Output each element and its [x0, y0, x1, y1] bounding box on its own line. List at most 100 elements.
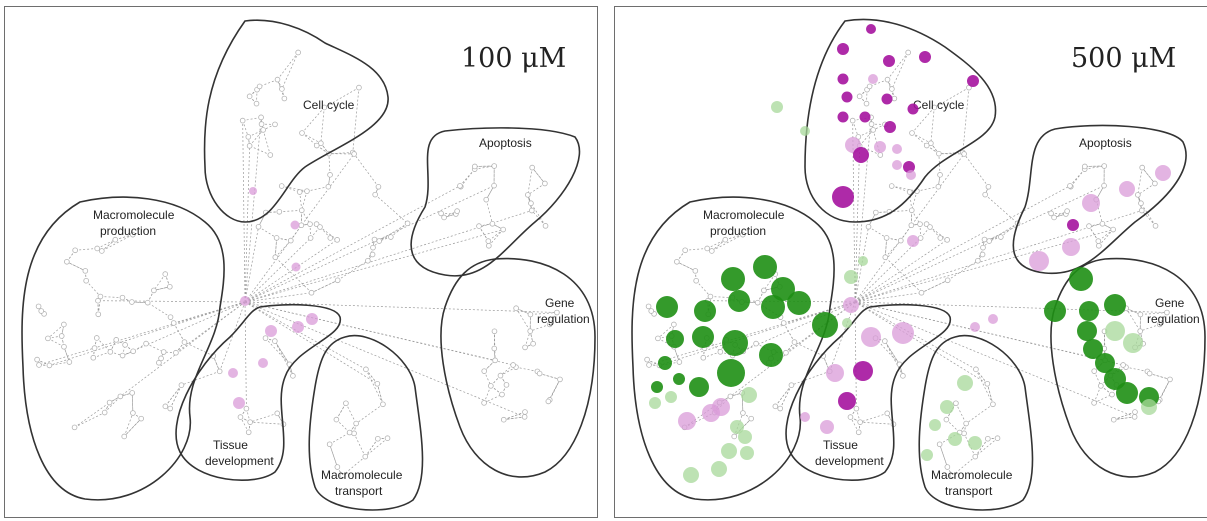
network-edge: [250, 412, 278, 423]
network-node: [1110, 226, 1116, 233]
network-node: [1139, 164, 1145, 171]
network-node: [935, 183, 942, 190]
network-node: [351, 151, 357, 157]
network-edge: [274, 237, 277, 258]
network-node: [83, 277, 89, 284]
network-edge: [930, 107, 935, 144]
network-edge: [850, 416, 860, 433]
network-edge: [169, 384, 182, 409]
network-node: [704, 245, 710, 252]
network-edge: [244, 292, 312, 303]
network-node: [853, 405, 860, 412]
network-edge: [244, 239, 338, 303]
network-edge: [938, 153, 941, 175]
network-node: [645, 303, 652, 310]
network-node: [953, 400, 959, 407]
network-node: [258, 121, 265, 127]
network-node: [973, 366, 979, 373]
network-edge: [887, 52, 909, 80]
network-node: [545, 398, 552, 405]
network-edge: [181, 370, 220, 386]
network-node: [918, 289, 925, 296]
enriched-term-node: [258, 358, 268, 368]
enriched-term-node: [1119, 181, 1135, 197]
network-edge: [911, 191, 918, 211]
network-edge: [365, 369, 384, 405]
cluster-label-macromolecule-production-2: production: [710, 224, 766, 238]
enriched-term-node: [228, 368, 238, 378]
network-node: [173, 349, 179, 356]
enriched-term-node: [988, 314, 998, 324]
network-node: [1048, 210, 1054, 217]
network-node: [644, 356, 650, 363]
network-edge: [74, 412, 105, 428]
enriched-term-node: [800, 126, 810, 136]
network-node: [1110, 416, 1117, 423]
network-node: [38, 308, 45, 314]
network-edge: [868, 226, 887, 239]
enriched-term-node: [874, 141, 886, 153]
enriched-term-node: [728, 290, 750, 312]
network-edge: [249, 145, 271, 156]
network-edge: [329, 444, 338, 468]
network-node: [1096, 242, 1102, 249]
enriched-term-node: [820, 420, 834, 434]
network-node: [307, 235, 314, 241]
network-node: [243, 405, 250, 412]
enriched-term-node: [907, 103, 919, 115]
network-node: [492, 357, 498, 364]
network-node: [334, 237, 340, 243]
network-node: [985, 435, 991, 442]
network-node: [272, 254, 279, 261]
network-node: [554, 309, 560, 316]
network-node: [646, 362, 652, 368]
network-node: [256, 83, 263, 90]
network-edge: [916, 186, 939, 192]
enriched-term-node: [692, 326, 714, 348]
enriched-term-node: [656, 296, 678, 318]
network-node: [58, 333, 65, 339]
network-node: [923, 221, 930, 227]
network-node: [339, 472, 346, 479]
network-node: [365, 257, 371, 264]
network-node: [61, 321, 67, 328]
region-macromolecule-transport: [308, 334, 424, 511]
network-edge: [131, 392, 134, 414]
network-node: [961, 430, 967, 437]
network-edge: [173, 301, 246, 324]
network-node: [936, 441, 943, 448]
network-node: [674, 258, 680, 265]
network-edge: [488, 229, 504, 242]
network-node: [273, 235, 280, 241]
network-node: [1091, 368, 1098, 374]
network-edge: [794, 341, 824, 357]
enriched-term-node: [837, 111, 849, 123]
network-edge: [337, 260, 369, 281]
network-node: [884, 410, 891, 417]
network-edge: [100, 296, 123, 298]
network-node: [500, 416, 507, 423]
network-node: [788, 382, 795, 388]
network-edge: [259, 79, 278, 87]
network-node: [1139, 207, 1145, 214]
network-node: [542, 223, 549, 229]
region-macromolecule-production: [631, 196, 835, 501]
network-edge: [244, 145, 250, 303]
network-node: [327, 235, 334, 241]
network-edge: [963, 153, 989, 188]
network-node: [1156, 321, 1163, 328]
enriched-term-node: [1029, 251, 1049, 271]
enriched-term-node: [1104, 294, 1126, 316]
network-edge: [500, 366, 517, 376]
network-edge: [374, 194, 408, 224]
network-node: [334, 464, 341, 470]
network-node: [129, 299, 135, 305]
network-node: [272, 338, 278, 344]
network-node: [472, 163, 478, 170]
network-edge: [685, 248, 708, 251]
network-node: [112, 236, 119, 243]
network-node: [982, 191, 988, 198]
network-node: [528, 200, 534, 206]
network-node: [927, 224, 933, 230]
network-edge: [66, 261, 86, 272]
